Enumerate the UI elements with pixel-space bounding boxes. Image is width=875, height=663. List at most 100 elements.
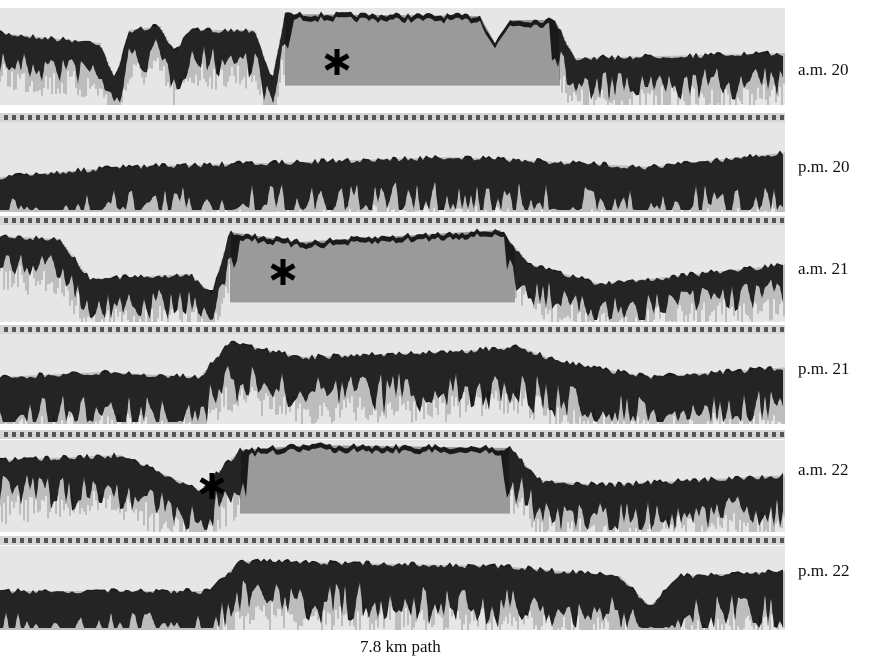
- sprocket-hole: [292, 218, 296, 223]
- sprocket-hole: [548, 115, 552, 120]
- sprocket-hole: [12, 327, 16, 332]
- sprocket-hole: [12, 218, 16, 223]
- sprocket-hole: [172, 538, 176, 543]
- sprocket-hole: [260, 432, 264, 437]
- sprocket-hole: [308, 538, 312, 543]
- sprocket-hole: [236, 432, 240, 437]
- sprocket-hole: [156, 115, 160, 120]
- sprocket-hole: [596, 327, 600, 332]
- sprocket-hole: [76, 432, 80, 437]
- sprocket-hole: [140, 218, 144, 223]
- sprocket-hole: [684, 327, 688, 332]
- sprocket-hole: [748, 218, 752, 223]
- sprocket-hole: [580, 115, 584, 120]
- sprocket-hole: [548, 218, 552, 223]
- sprocket-hole: [220, 218, 224, 223]
- sprocket-hole: [180, 218, 184, 223]
- sprocket-hole: [620, 538, 624, 543]
- sprocket-hole: [380, 327, 384, 332]
- sprocket-hole: [300, 432, 304, 437]
- sprocket-hole: [428, 432, 432, 437]
- sprocket-hole: [524, 115, 528, 120]
- sprocket-hole: [124, 115, 128, 120]
- sprocket-hole: [516, 538, 520, 543]
- sprocket-hole: [100, 432, 104, 437]
- sprocket-hole: [436, 327, 440, 332]
- sprocket-hole: [156, 327, 160, 332]
- sprocket-hole: [316, 218, 320, 223]
- sprocket-hole: [76, 115, 80, 120]
- sprocket-hole: [364, 327, 368, 332]
- sprocket-hole: [476, 432, 480, 437]
- sprocket-hole: [524, 538, 528, 543]
- sprocket-hole: [260, 538, 264, 543]
- sprocket-hole: [532, 115, 536, 120]
- sprocket-hole: [692, 432, 696, 437]
- sprocket-hole: [204, 327, 208, 332]
- sprocket-hole: [676, 218, 680, 223]
- sprocket-hole: [732, 432, 736, 437]
- sprocket-hole: [516, 115, 520, 120]
- sprocket-hole: [452, 327, 456, 332]
- sprocket-hole: [548, 327, 552, 332]
- sprocket-hole: [668, 432, 672, 437]
- sprocket-hole: [44, 432, 48, 437]
- sprocket-hole: [780, 115, 784, 120]
- sprocket-hole: [76, 538, 80, 543]
- sprocket-hole: [684, 115, 688, 120]
- strip-label: p.m. 22: [798, 561, 849, 581]
- sprocket-hole: [28, 327, 32, 332]
- sprocket-hole: [212, 432, 216, 437]
- strip-label: p.m. 21: [798, 359, 849, 379]
- sprocket-hole: [508, 432, 512, 437]
- sprocket-hole: [252, 432, 256, 437]
- sprocket-hole: [332, 218, 336, 223]
- sprocket-hole: [460, 115, 464, 120]
- sprocket-hole: [396, 115, 400, 120]
- sprocket-hole: [604, 432, 608, 437]
- sprocket-hole: [276, 432, 280, 437]
- sprocket-hole: [76, 218, 80, 223]
- strip-label: a.m. 20: [798, 60, 849, 80]
- sprocket-hole: [748, 538, 752, 543]
- sprocket-hole: [612, 432, 616, 437]
- sprocket-hole: [772, 538, 776, 543]
- sprocket-hole: [364, 538, 368, 543]
- sprocket-hole: [204, 218, 208, 223]
- sprocket-hole: [348, 115, 352, 120]
- sprocket-hole: [388, 432, 392, 437]
- sprocket-hole: [508, 218, 512, 223]
- sprocket-hole: [740, 115, 744, 120]
- sprocket-hole: [740, 432, 744, 437]
- sprocket-hole: [628, 538, 632, 543]
- sprocket-hole: [196, 218, 200, 223]
- sprocket-hole: [4, 538, 8, 543]
- sprocket-hole: [596, 115, 600, 120]
- sprocket-hole: [428, 538, 432, 543]
- sprocket-hole: [172, 115, 176, 120]
- sprocket-hole: [724, 327, 728, 332]
- sprocket-hole: [36, 218, 40, 223]
- sprocket-hole: [404, 432, 408, 437]
- sprocket-hole: [220, 115, 224, 120]
- sprocket-hole: [348, 218, 352, 223]
- sprocket-hole: [756, 115, 760, 120]
- sprocket-hole: [284, 115, 288, 120]
- sprocket-hole: [492, 327, 496, 332]
- sprocket-hole: [84, 327, 88, 332]
- sprocket-hole: [564, 218, 568, 223]
- sprocket-hole: [372, 115, 376, 120]
- sprocket-hole: [84, 115, 88, 120]
- sprocket-hole: [300, 327, 304, 332]
- sprocket-hole: [372, 218, 376, 223]
- strip-label: a.m. 22: [798, 460, 849, 480]
- sprocket-hole: [244, 327, 248, 332]
- sprocket-hole: [356, 115, 360, 120]
- sprocket-hole: [388, 327, 392, 332]
- sprocket-hole: [772, 327, 776, 332]
- sprocket-hole: [124, 218, 128, 223]
- sprocket-hole: [100, 538, 104, 543]
- sprocket-hole: [268, 538, 272, 543]
- sprocket-hole: [556, 538, 560, 543]
- sprocket-hole: [436, 432, 440, 437]
